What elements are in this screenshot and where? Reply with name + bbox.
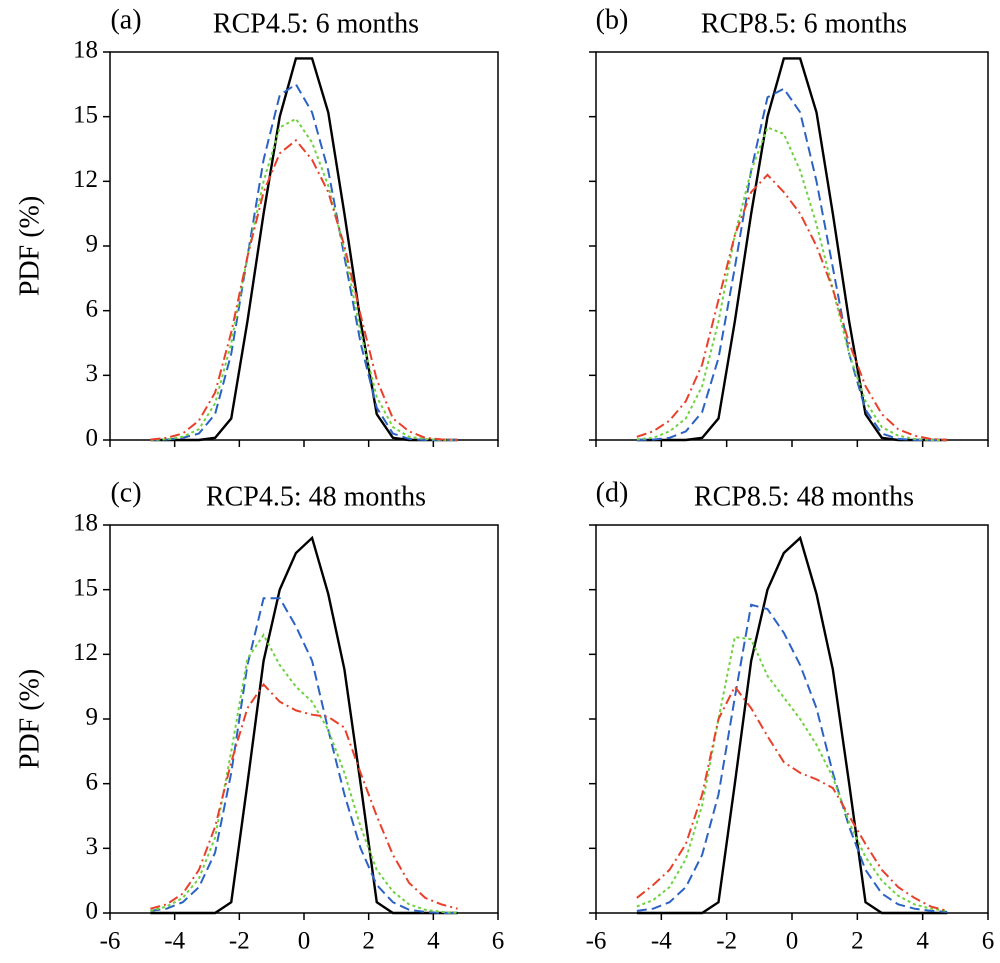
series-line (636, 635, 948, 912)
y-tick-label: 0 (86, 425, 99, 452)
x-tick-label: 2 (362, 928, 375, 955)
plot-frame (109, 524, 499, 914)
y-tick-label: 9 (86, 231, 99, 258)
x-tick-label: -4 (164, 928, 185, 955)
series-line (636, 57, 948, 442)
series-line (150, 138, 458, 441)
panel-label: (c) (110, 477, 141, 508)
y-tick-label: 18 (73, 510, 98, 537)
y-tick-label: 9 (86, 704, 99, 731)
y-tick-label: 12 (73, 166, 98, 193)
panel-label: (a) (110, 4, 141, 35)
series-line (150, 633, 458, 914)
series-line (150, 535, 458, 915)
y-tick-label: 3 (86, 360, 99, 387)
plot-frame (109, 51, 499, 441)
panel-title: RCP8.5: 6 months (701, 8, 907, 39)
y-tick-label: 12 (73, 639, 98, 666)
x-tick-label: 0 (298, 928, 311, 955)
series-line (636, 684, 948, 912)
y-tick-label: 15 (73, 101, 98, 128)
panel-title: RCP8.5: 48 months (694, 481, 914, 512)
y-tick-label: 6 (86, 768, 99, 795)
x-tick-label: -6 (586, 928, 607, 955)
plot-frame (595, 51, 989, 441)
series-line (636, 535, 948, 915)
y-axis-label: PDF (%) (14, 669, 45, 769)
x-tick-label: 2 (851, 928, 864, 955)
series-line (150, 57, 458, 442)
series-line (636, 173, 948, 441)
y-tick-label: 0 (86, 898, 99, 925)
series-line (150, 82, 458, 441)
plot-frame (595, 524, 989, 914)
panel-title: RCP4.5: 6 months (213, 8, 419, 39)
x-tick-label: -6 (100, 928, 121, 955)
series-line (150, 682, 458, 910)
series-line (636, 87, 948, 441)
y-tick-label: 6 (86, 295, 99, 322)
y-tick-label: 3 (86, 833, 99, 860)
y-axis-label: PDF (%) (14, 196, 45, 296)
series-line (636, 126, 948, 441)
x-tick-label: 4 (427, 928, 440, 955)
panel-title: RCP4.5: 48 months (206, 481, 426, 512)
series-line (636, 603, 948, 913)
y-tick-label: 18 (73, 37, 98, 64)
series-line (150, 117, 458, 441)
x-tick-label: 4 (916, 928, 929, 955)
series-line (150, 597, 458, 914)
panel-label: (d) (596, 477, 629, 508)
x-tick-label: 0 (786, 928, 799, 955)
x-tick-label: -2 (229, 928, 250, 955)
x-tick-label: -2 (716, 928, 737, 955)
x-tick-label: 6 (982, 928, 995, 955)
x-tick-label: 6 (492, 928, 505, 955)
x-tick-label: -4 (651, 928, 672, 955)
panel-label: (b) (596, 4, 629, 35)
y-tick-label: 15 (73, 574, 98, 601)
